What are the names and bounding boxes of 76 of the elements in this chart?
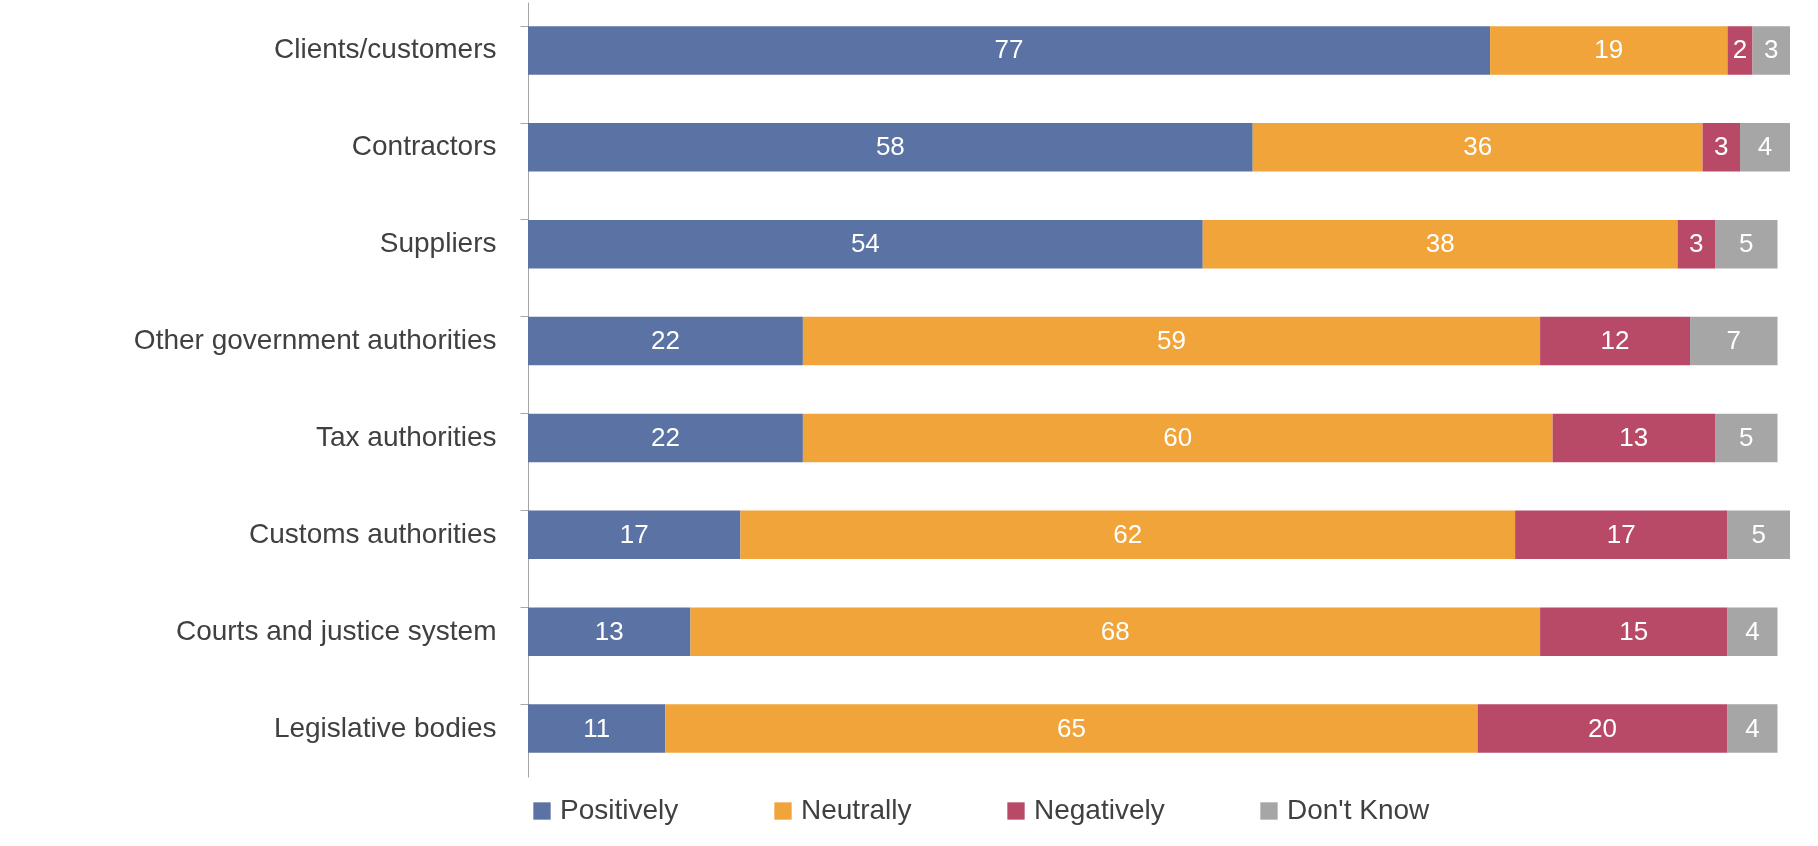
y-tick-label: Customs authorities bbox=[249, 517, 497, 549]
legend-label: Don't Know bbox=[1287, 794, 1431, 825]
y-tick-label: Legislative bodies bbox=[273, 711, 497, 743]
data-label: 58 bbox=[875, 131, 905, 162]
data-label: 36 bbox=[1463, 131, 1493, 162]
legend-label: Negatively bbox=[1034, 794, 1165, 825]
data-label: 2 bbox=[1732, 34, 1748, 65]
bar bbox=[1677, 219, 1716, 269]
bar bbox=[1702, 123, 1741, 172]
data-label: 22 bbox=[650, 325, 680, 356]
bar bbox=[1252, 123, 1703, 172]
bar bbox=[1740, 123, 1790, 172]
data-label: 38 bbox=[1425, 228, 1455, 259]
data-label: 62 bbox=[1113, 518, 1143, 549]
data-label: 4 bbox=[1745, 712, 1760, 743]
data-label: 77 bbox=[994, 34, 1024, 65]
data-label: 13 bbox=[594, 615, 624, 646]
bar bbox=[1515, 510, 1728, 560]
data-label: 5 bbox=[1751, 518, 1766, 549]
bar bbox=[1752, 26, 1790, 75]
bar bbox=[528, 704, 666, 753]
bar bbox=[528, 607, 691, 656]
y-tick-label: Courts and justice system bbox=[175, 614, 497, 646]
bar bbox=[740, 510, 1516, 560]
y-tick-label: Other government authorities bbox=[133, 324, 497, 356]
bar bbox=[665, 704, 1478, 753]
bar bbox=[1540, 316, 1691, 366]
legend-label: Positively bbox=[560, 794, 679, 825]
bar bbox=[690, 607, 1541, 656]
bar bbox=[1477, 704, 1728, 753]
data-label: 22 bbox=[650, 421, 680, 452]
y-tick-label: Tax authorities bbox=[315, 420, 497, 452]
bar bbox=[528, 219, 1203, 269]
bar bbox=[1727, 26, 1753, 75]
bar bbox=[528, 413, 803, 463]
bar bbox=[1540, 607, 1728, 656]
y-tick-label: Suppliers bbox=[379, 227, 497, 259]
data-label: 65 bbox=[1057, 712, 1086, 743]
data-label: 17 bbox=[1606, 518, 1636, 549]
bar bbox=[1552, 413, 1716, 463]
bar bbox=[528, 26, 1491, 75]
data-label: 54 bbox=[850, 228, 880, 259]
y-tick-label: Contractors bbox=[351, 130, 497, 162]
bar bbox=[1690, 316, 1778, 366]
bar bbox=[802, 413, 1553, 463]
data-label: 11 bbox=[583, 712, 611, 743]
data-label: 20 bbox=[1588, 712, 1618, 743]
data-label: 68 bbox=[1100, 615, 1130, 646]
bar bbox=[1715, 219, 1778, 269]
y-tick-label: Clients/customers bbox=[273, 33, 497, 65]
bar bbox=[1715, 413, 1778, 463]
legend-label: Neutrally bbox=[801, 794, 912, 825]
data-label: 19 bbox=[1594, 34, 1624, 65]
data-label: 3 bbox=[1764, 34, 1779, 65]
data-label: 5 bbox=[1739, 228, 1754, 259]
bar bbox=[802, 316, 1541, 366]
data-label: 5 bbox=[1739, 421, 1754, 452]
data-label: 13 bbox=[1619, 421, 1649, 452]
data-label: 4 bbox=[1757, 131, 1773, 162]
data-label: 3 bbox=[1689, 228, 1704, 259]
bar bbox=[1727, 510, 1790, 560]
data-label: 4 bbox=[1745, 615, 1760, 646]
bar bbox=[1727, 704, 1778, 753]
data-label: 15 bbox=[1619, 615, 1649, 646]
bar bbox=[528, 316, 803, 366]
data-label: 60 bbox=[1163, 421, 1193, 452]
bar bbox=[1490, 26, 1728, 75]
bar bbox=[1727, 607, 1778, 656]
data-label: 12 bbox=[1600, 325, 1630, 356]
data-label: 59 bbox=[1157, 325, 1186, 356]
bar bbox=[1202, 219, 1678, 269]
data-label: 3 bbox=[1714, 131, 1729, 162]
bar bbox=[528, 123, 1253, 172]
data-label: 17 bbox=[619, 518, 649, 549]
bar bbox=[528, 510, 741, 560]
data-label: 7 bbox=[1726, 325, 1742, 356]
